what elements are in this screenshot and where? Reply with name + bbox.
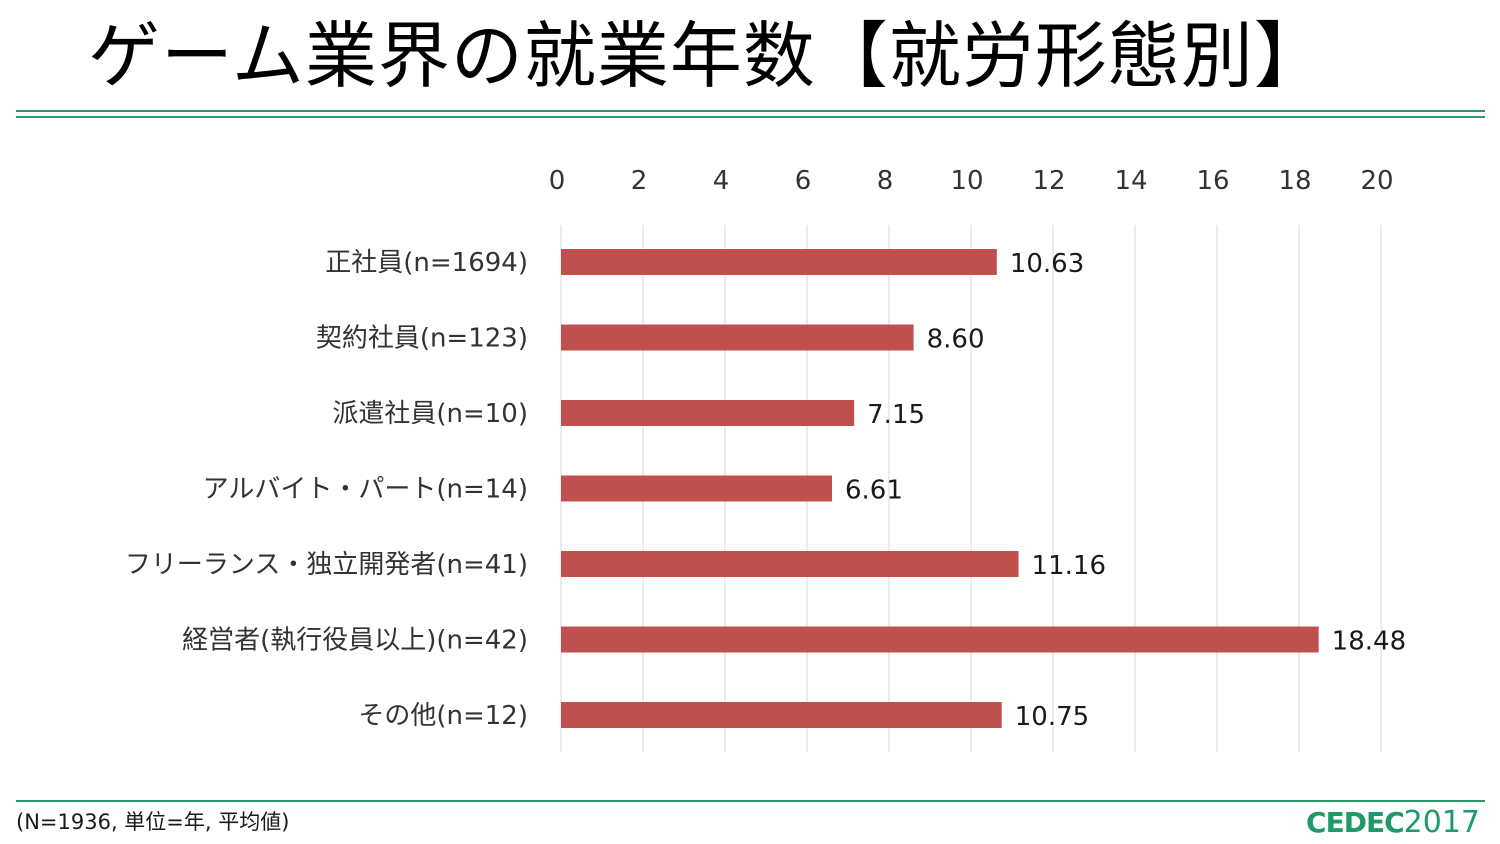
x-tick-label: 6	[795, 166, 812, 196]
x-tick-label: 2	[631, 166, 648, 196]
category-label: 正社員(n=1694)	[325, 248, 528, 278]
bar	[561, 324, 914, 351]
page-title: ゲーム業界の就業年数【就労形態別】	[88, 14, 1327, 98]
footnote: (N=1936, 単位=年, 平均値)	[16, 810, 290, 834]
category-label: 派遣社員(n=10)	[332, 399, 528, 429]
x-tick-label: 0	[549, 166, 566, 196]
data-label: 7.15	[867, 400, 925, 430]
x-tick-label: 12	[1032, 166, 1065, 196]
title-rule-top	[16, 110, 1485, 112]
category-label: 経営者(執行役員以上)(n=42)	[182, 626, 528, 656]
category-label: その他(n=12)	[358, 701, 528, 731]
x-tick-label: 20	[1360, 166, 1393, 196]
x-tick-label: 8	[877, 166, 894, 196]
logo-brand: CEDEC	[1306, 805, 1405, 839]
x-tick-label: 18	[1278, 166, 1311, 196]
category-label: 契約社員(n=123)	[316, 324, 528, 354]
bar	[561, 475, 833, 502]
x-tick-label: 4	[713, 166, 730, 196]
logo-year: 2017	[1403, 804, 1480, 840]
data-label: 10.75	[1015, 702, 1089, 732]
data-label: 8.60	[927, 325, 985, 355]
data-label: 6.61	[845, 476, 903, 506]
footer-rule	[16, 800, 1485, 802]
bar	[561, 551, 1019, 577]
data-label: 11.16	[1032, 551, 1106, 581]
cedec-logo: CEDEC 2017	[1306, 804, 1480, 840]
x-tick-label: 16	[1196, 166, 1229, 196]
category-label: フリーランス・独立開発者(n=41)	[125, 550, 528, 580]
x-tick-label: 10	[950, 166, 983, 196]
bar	[561, 626, 1319, 653]
x-tick-label: 14	[1114, 166, 1147, 196]
data-label: 18.48	[1332, 627, 1406, 657]
bar	[561, 249, 997, 275]
data-label: 10.63	[1010, 249, 1084, 279]
title-rule-bottom	[16, 116, 1485, 118]
category-label: アルバイト・パート(n=14)	[203, 475, 528, 505]
bar	[561, 702, 1002, 728]
bar	[561, 400, 855, 426]
